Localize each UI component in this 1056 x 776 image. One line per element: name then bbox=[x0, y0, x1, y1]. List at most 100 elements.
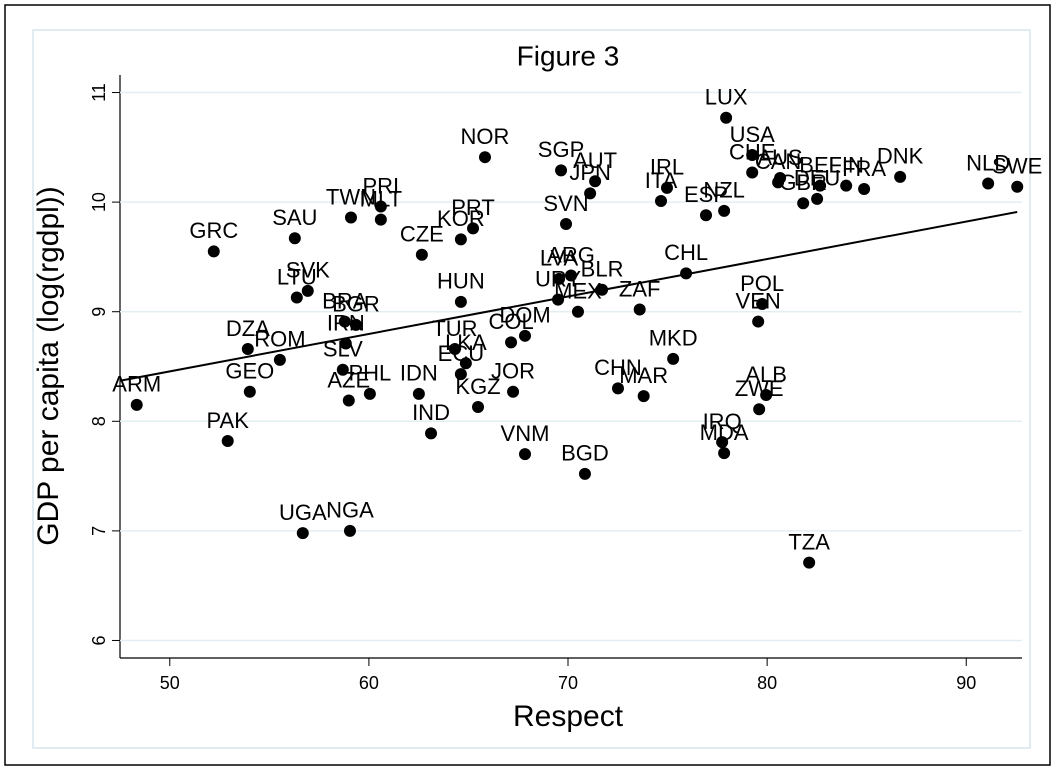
point-label: SWE bbox=[992, 154, 1042, 179]
point bbox=[753, 403, 766, 416]
point bbox=[774, 172, 787, 185]
chart-title: Figure 3 bbox=[517, 40, 620, 71]
point-label: IRQ bbox=[703, 409, 742, 434]
y-tick-label: 8 bbox=[89, 416, 109, 426]
point-label: BGR bbox=[332, 292, 380, 317]
y-tick-label: 11 bbox=[89, 83, 109, 102]
point bbox=[454, 368, 467, 381]
point bbox=[596, 283, 609, 296]
point-label: VNM bbox=[501, 421, 550, 446]
point-label: IDN bbox=[400, 361, 438, 386]
point bbox=[811, 192, 824, 205]
point bbox=[720, 111, 733, 124]
fit-line bbox=[119, 211, 1018, 382]
point bbox=[472, 401, 485, 414]
point bbox=[555, 164, 568, 177]
point bbox=[296, 527, 309, 540]
point bbox=[519, 329, 532, 342]
point-label: ARM bbox=[112, 372, 161, 397]
point-label: NOR bbox=[461, 124, 510, 149]
point-label: CAN bbox=[755, 149, 801, 174]
point-label: JPN bbox=[569, 160, 611, 185]
point bbox=[680, 267, 693, 280]
point bbox=[415, 248, 428, 261]
point bbox=[584, 187, 597, 200]
point-label: POL bbox=[740, 271, 784, 296]
point-label: DNK bbox=[877, 144, 924, 169]
point-label: MEX bbox=[554, 279, 602, 304]
point-label: BLR bbox=[581, 257, 624, 282]
point-label: MKD bbox=[649, 326, 698, 351]
point bbox=[718, 204, 731, 217]
point-label: ZAF bbox=[619, 276, 661, 301]
point-label: SVN bbox=[543, 191, 588, 216]
point-label: PRT bbox=[451, 195, 495, 220]
point bbox=[412, 387, 425, 400]
point bbox=[982, 177, 995, 190]
x-tick-label: 70 bbox=[558, 673, 578, 693]
point-label: LTU bbox=[277, 264, 317, 289]
point-label: CHE bbox=[729, 139, 775, 164]
point-label: ARG bbox=[547, 242, 595, 267]
point bbox=[301, 284, 314, 297]
point-label: MDA bbox=[700, 420, 749, 445]
point bbox=[746, 166, 759, 179]
point bbox=[342, 394, 355, 407]
point bbox=[349, 318, 362, 331]
point-label: SVK bbox=[286, 258, 330, 283]
point-label: JOR bbox=[491, 359, 535, 384]
point-label: DZA bbox=[226, 316, 270, 341]
point-label: NZL bbox=[703, 178, 745, 203]
point bbox=[803, 556, 816, 569]
point-label: VEN bbox=[736, 288, 781, 313]
point-label: AUT bbox=[573, 148, 617, 173]
point bbox=[589, 175, 602, 188]
point bbox=[344, 211, 357, 224]
y-tick-label: 6 bbox=[89, 635, 109, 645]
y-tick-label: 10 bbox=[89, 192, 109, 212]
point-label: PHL bbox=[348, 361, 391, 386]
point-label: PRI bbox=[362, 173, 399, 198]
point bbox=[478, 151, 491, 164]
point bbox=[752, 315, 765, 328]
point bbox=[338, 315, 351, 328]
point bbox=[459, 357, 472, 370]
point bbox=[130, 398, 143, 411]
point-label: MLT bbox=[360, 186, 402, 211]
point-label: ZWE bbox=[735, 376, 784, 401]
point bbox=[660, 181, 673, 194]
point bbox=[633, 303, 646, 316]
point-label: ESP bbox=[684, 182, 728, 207]
point-label: ALB bbox=[745, 362, 787, 387]
point bbox=[241, 342, 254, 355]
point bbox=[425, 427, 438, 440]
point bbox=[221, 435, 234, 448]
point bbox=[700, 209, 713, 222]
point-label: NLD bbox=[966, 150, 1010, 175]
point bbox=[667, 352, 680, 365]
point-label: HUN bbox=[437, 269, 485, 294]
point-label: GRC bbox=[189, 218, 238, 243]
point-label: LUX bbox=[705, 85, 748, 110]
point bbox=[746, 148, 759, 161]
x-axis-title: Respect bbox=[513, 700, 624, 733]
point bbox=[207, 245, 220, 258]
plot-region bbox=[32, 29, 1031, 749]
point bbox=[454, 295, 467, 308]
point bbox=[374, 200, 387, 213]
point-label: FIN bbox=[828, 152, 863, 177]
point bbox=[374, 213, 387, 226]
point-label: BEL bbox=[799, 152, 841, 177]
point bbox=[454, 233, 467, 246]
point bbox=[716, 436, 729, 449]
x-tick-label: 80 bbox=[757, 673, 777, 693]
point-label: SLV bbox=[323, 337, 363, 362]
point-label: CZE bbox=[400, 222, 444, 247]
point-label: BGD bbox=[561, 441, 609, 466]
point bbox=[290, 291, 303, 304]
point bbox=[343, 524, 356, 537]
point bbox=[718, 447, 731, 460]
point-label: FRA bbox=[842, 156, 886, 181]
point-label: LVA bbox=[540, 246, 579, 271]
